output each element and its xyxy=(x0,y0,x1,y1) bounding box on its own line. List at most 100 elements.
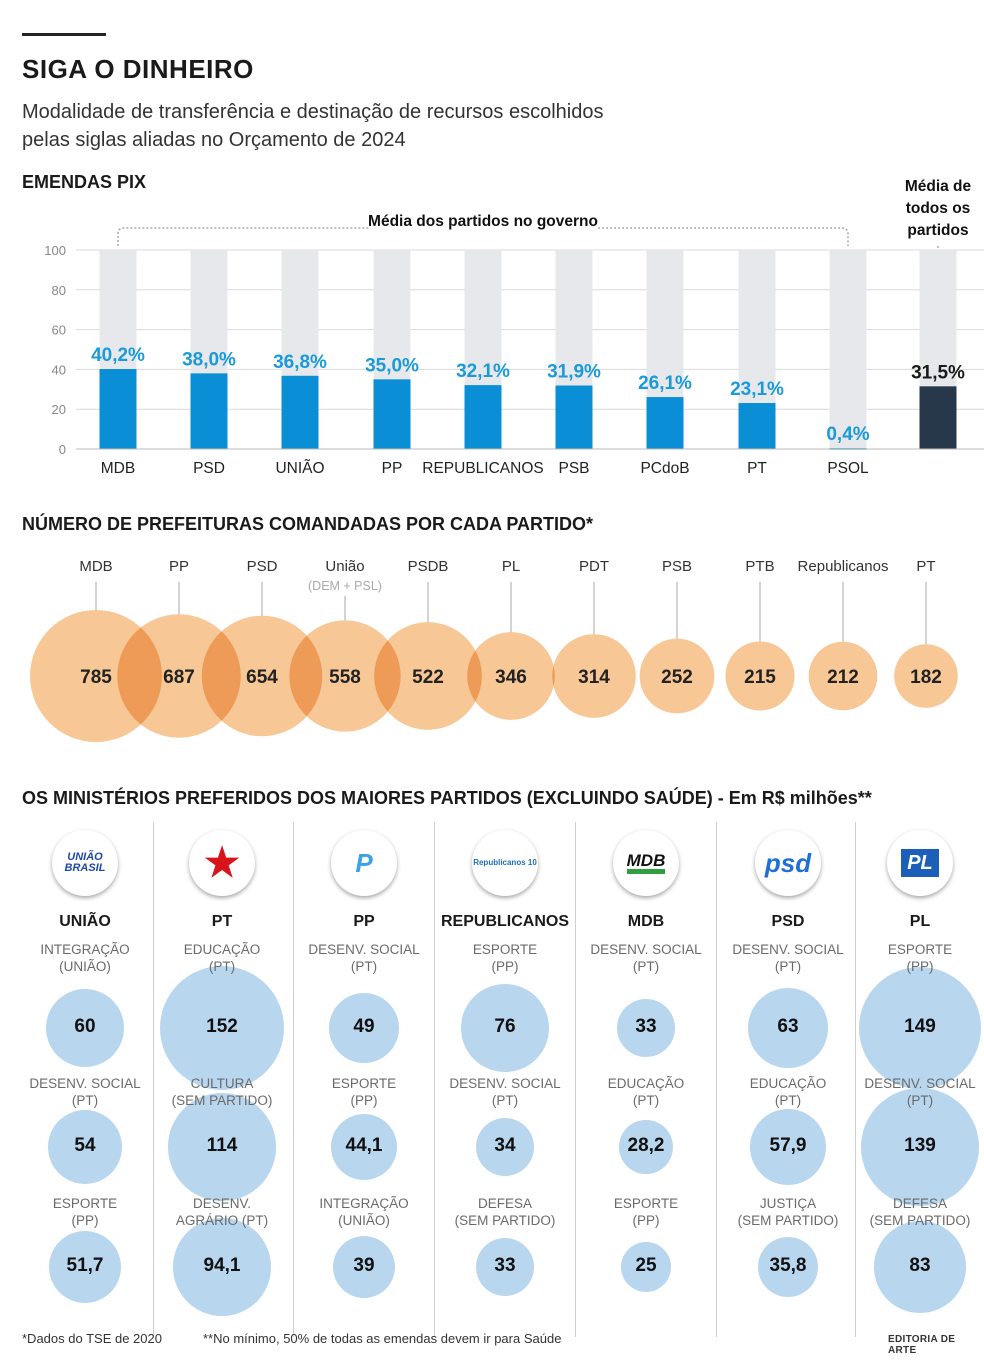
party-logo: psd xyxy=(755,830,821,896)
ministry-bubble xyxy=(619,1120,673,1174)
ministry-label: DESENV. SOCIAL (PT) xyxy=(850,1075,984,1109)
ministry-bubble xyxy=(860,1087,980,1207)
party-logo: Republicanos 10 xyxy=(472,830,538,896)
party-label: PL xyxy=(502,558,520,575)
ministry-label: ESPORTE (PP) xyxy=(294,1075,434,1109)
ministry-name: INTEGRAÇÃO xyxy=(40,942,130,957)
bar xyxy=(919,386,957,449)
bar xyxy=(646,397,684,449)
prefeitura-bubble xyxy=(639,638,715,714)
prefeitura-bubble xyxy=(374,622,482,730)
y-tick-label: 60 xyxy=(52,323,66,338)
party-label: União xyxy=(325,558,364,575)
ministry-name: DESENV. SOCIAL xyxy=(29,1076,141,1091)
bar-value-label: 31,5% xyxy=(911,362,965,383)
party-label: PSDB xyxy=(408,558,449,575)
ministry-bubble xyxy=(332,1235,396,1299)
bubble-value: 314 xyxy=(578,667,610,688)
bubble-value: 785 xyxy=(80,667,112,688)
ministry-label: DESENV. SOCIAL (PT) xyxy=(294,941,434,975)
x-category-label: UNIÃO xyxy=(275,460,324,477)
bar-value-label: 32,1% xyxy=(456,361,510,382)
ministry-bubble xyxy=(757,1236,819,1298)
bracket-right xyxy=(598,227,849,246)
x-category-label: PP xyxy=(382,460,403,477)
ministry-name: JUSTIÇA xyxy=(759,1196,817,1211)
bar xyxy=(190,373,228,449)
ministry-owner: (SEM PARTIDO) xyxy=(869,1213,971,1228)
prefeitura-bubble xyxy=(894,644,958,708)
bar xyxy=(555,385,593,449)
y-tick-label: 0 xyxy=(59,442,66,457)
column-divider xyxy=(293,822,294,1337)
ministry-name: INTEGRAÇÃO xyxy=(319,1196,409,1211)
bar xyxy=(99,369,137,449)
ministry-bubble xyxy=(858,966,982,1090)
ministry-value: 94,1 xyxy=(203,1255,241,1276)
ministry-value: 34 xyxy=(494,1135,516,1156)
ministry-owner: (PT) xyxy=(350,959,378,974)
ministry-value: 76 xyxy=(494,1016,516,1037)
footnote-saude: **No mínimo, 50% de todas as emendas dev… xyxy=(203,1331,562,1346)
ministry-name: EDUCAÇÃO xyxy=(749,1076,827,1091)
ministry-owner: (PT) xyxy=(208,959,236,974)
bubble-value: 346 xyxy=(495,667,527,688)
bubble-section-title: NÚMERO DE PREFEITURAS COMANDADAS POR CAD… xyxy=(22,514,594,534)
ministry-bubble xyxy=(748,988,828,1068)
x-category-label: PT xyxy=(747,460,767,477)
ministry-owner: (SEM PARTIDO) xyxy=(454,1213,556,1228)
x-category-label: REPUBLICANOS xyxy=(422,460,543,477)
party-name: PL xyxy=(909,913,931,930)
column-divider xyxy=(434,822,435,1337)
ministry-label: DESENV. SOCIAL (PT) xyxy=(435,1075,575,1109)
ministry-label: ESPORTE (PP) xyxy=(15,1195,155,1229)
ministry-label: DESENV. AGRÁRIO (PT) xyxy=(152,1195,292,1229)
bubble-group xyxy=(30,610,958,742)
x-category-label: PSB xyxy=(558,460,589,477)
party-name: UNIÃO xyxy=(59,913,111,930)
ministry-bubble xyxy=(330,1113,398,1181)
ministry-label: DESENV. SOCIAL (PT) xyxy=(718,941,858,975)
x-category-label: MDB xyxy=(101,460,135,477)
ministry-owner: (PT) xyxy=(632,1093,660,1108)
ministry-name: CULTURA xyxy=(190,1076,254,1091)
ministry-owner: (SEM PARTIDO) xyxy=(737,1213,839,1228)
x-category-label: PSOL xyxy=(827,460,869,477)
header-rule xyxy=(22,33,106,36)
party-label: PSB xyxy=(662,558,692,575)
ministry-owner: (PP) xyxy=(906,959,934,974)
party-logo-mark: Republicanos 10 xyxy=(473,858,537,867)
emendas-pix-bar-chart: Média dos partidos no governo Média de t… xyxy=(44,178,984,477)
bar xyxy=(738,403,776,449)
ministry-name: DESENV. SOCIAL xyxy=(308,942,420,957)
bar xyxy=(464,385,502,449)
ministry-value: 39 xyxy=(353,1255,375,1276)
party-label: PT xyxy=(916,558,935,575)
party-logo: PL xyxy=(887,830,953,896)
prefeitura-bubble xyxy=(289,620,401,732)
footnote-tse: *Dados do TSE de 2020 xyxy=(22,1331,162,1346)
ministry-value: 149 xyxy=(904,1016,936,1037)
ministry-name: DESENV. SOCIAL xyxy=(449,1076,561,1091)
party-logo-mark: ★ xyxy=(204,841,240,885)
party-label: PDT xyxy=(579,558,609,575)
ministry-value: 35,8 xyxy=(769,1255,807,1276)
bubble-value: 558 xyxy=(329,667,361,688)
average-note-line: todos os xyxy=(906,200,971,217)
subtitle-line: Modalidade de transferência e destinação… xyxy=(22,101,604,123)
prefeitura-bubble xyxy=(725,641,795,711)
party-logo-mark: psd xyxy=(764,848,812,878)
ministry-owner: (UNIÃO) xyxy=(338,1213,390,1228)
ministry-name: ESPORTE xyxy=(613,1196,679,1211)
ministry-label: JUSTIÇA (SEM PARTIDO) xyxy=(718,1195,858,1229)
party-label: PSD xyxy=(247,558,278,575)
ministry-label: DEFESA (SEM PARTIDO) xyxy=(435,1195,575,1229)
ministry-name: ESPORTE xyxy=(52,1196,118,1211)
ministry-name: DESENV. SOCIAL xyxy=(590,942,702,957)
bar-layer: 0 20 40 60 80 100 40,2% MDB 38,0% PSD 36,8% UNIÃO 35… xyxy=(44,227,984,477)
ministry-value: 25 xyxy=(635,1255,657,1276)
bar-value-label: 36,8% xyxy=(273,352,327,373)
prefeitura-bubble xyxy=(201,615,323,737)
ministry-bubble xyxy=(46,989,124,1067)
ministry-bubble xyxy=(620,1241,672,1293)
